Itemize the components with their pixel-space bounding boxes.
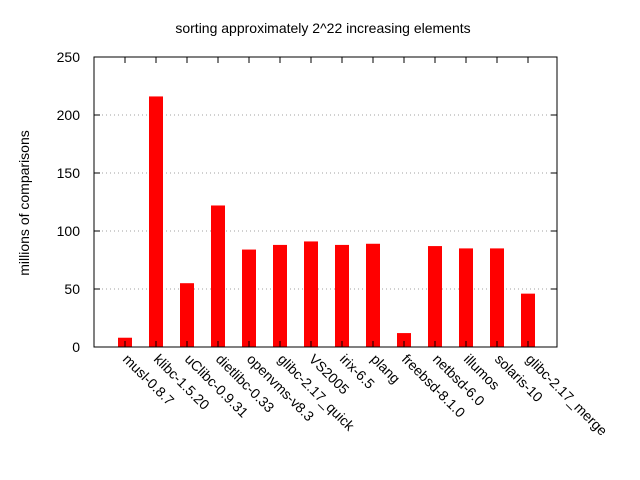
bar [149, 96, 163, 347]
x-axis-ticks: musl-0.8.7klibc-1.5.20uClibc-0.9.31dietl… [120, 57, 611, 439]
y-tick-label: 200 [57, 107, 81, 123]
bar [366, 243, 380, 347]
bar [521, 293, 535, 347]
bar [459, 248, 473, 347]
bar [335, 244, 349, 347]
chart-title: sorting approximately 2^22 increasing el… [175, 20, 470, 36]
y-axis-label: millions of comparisons [16, 130, 32, 276]
y-tick-label: 50 [64, 281, 80, 297]
y-tick-label: 250 [57, 49, 81, 65]
bar [180, 283, 194, 347]
bar [428, 246, 442, 347]
y-tick-label: 0 [72, 339, 80, 355]
bar [211, 205, 225, 347]
bar [242, 249, 256, 347]
y-axis-ticks: 0 50 100 150 200 250 [57, 49, 557, 355]
y-tick-label: 100 [57, 223, 81, 239]
bar [273, 244, 287, 347]
bar [397, 333, 411, 347]
y-tick-label: 150 [57, 165, 81, 181]
bar [304, 241, 318, 347]
bars [118, 96, 535, 347]
bar [490, 248, 504, 347]
grid-lines [94, 114, 557, 290]
plot-frame [93, 56, 558, 348]
